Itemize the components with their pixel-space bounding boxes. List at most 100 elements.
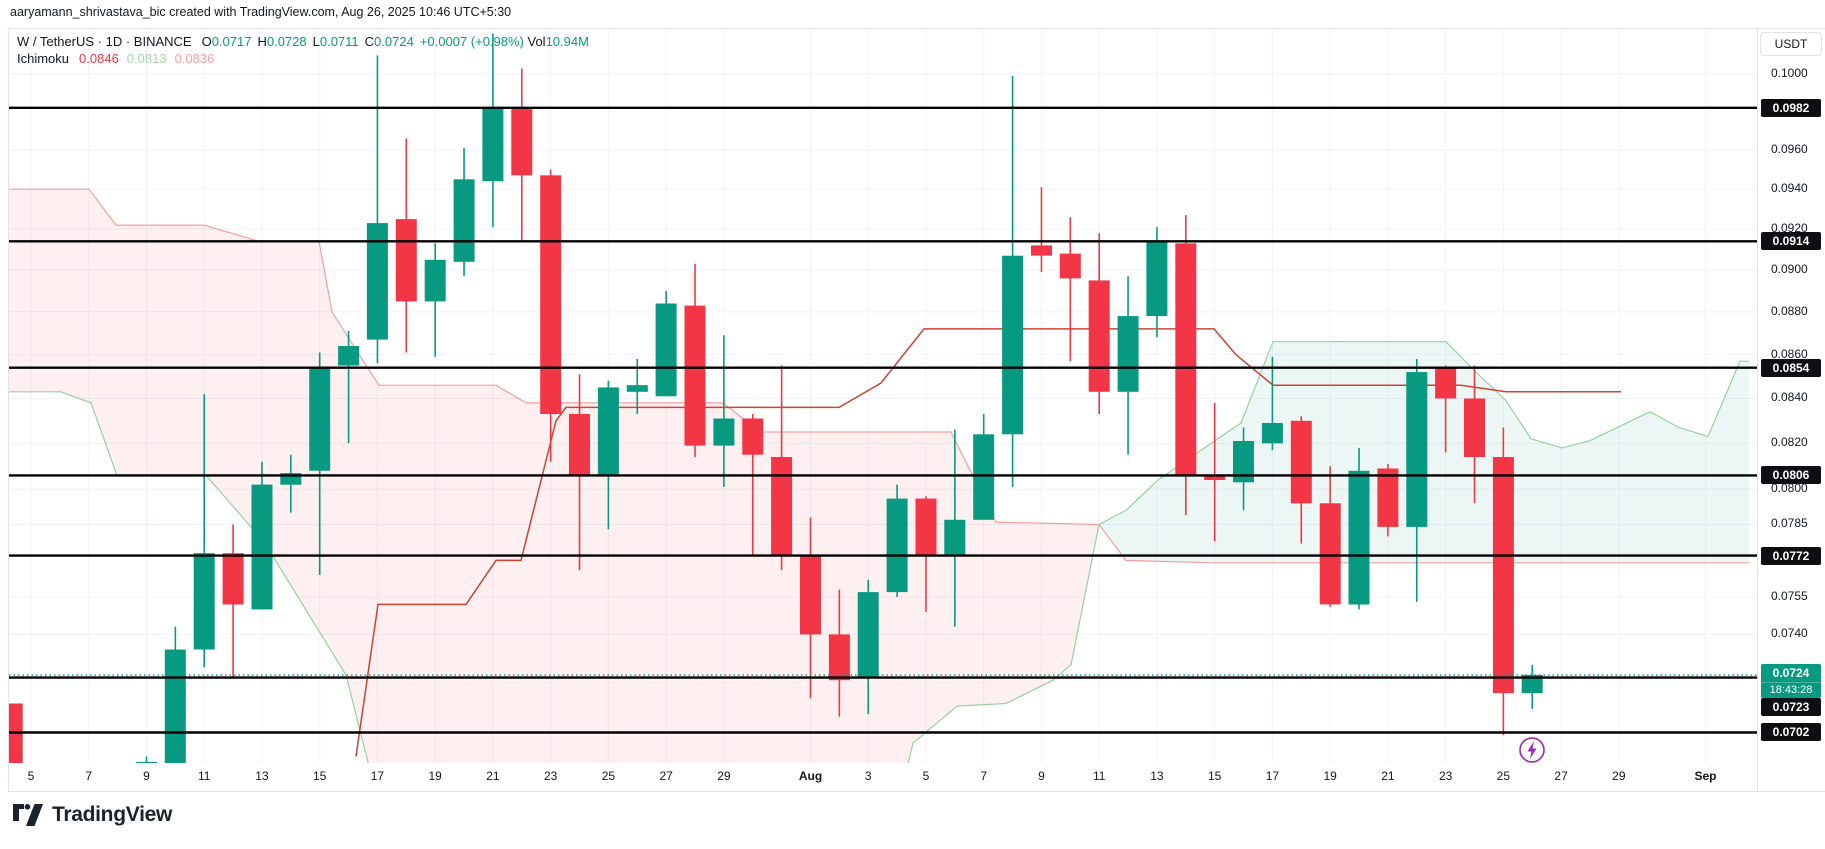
price-level-badge: 0.0806: [1761, 466, 1821, 485]
candle-body: [1492, 457, 1514, 694]
candle-body: [136, 761, 157, 763]
price-axis-label: 0.0740: [1771, 626, 1808, 641]
candle-body: [1088, 280, 1110, 392]
time-axis-label[interactable]: 15: [1207, 769, 1222, 783]
price-axis-label: 0.0800: [1771, 481, 1808, 496]
candle-body: [1059, 253, 1081, 279]
candle-body: [1175, 243, 1197, 476]
time-axis-label[interactable]: 29: [1612, 769, 1626, 783]
candle-body: [771, 457, 793, 556]
ohlc-field-value: 0.0724: [374, 34, 414, 49]
candle-body: [540, 175, 562, 414]
time-axis-label[interactable]: 17: [1265, 769, 1280, 783]
time-axis-label[interactable]: 25: [1496, 769, 1511, 783]
price-axis-label: 0.0755: [1771, 589, 1808, 603]
candle-body: [915, 498, 937, 556]
time-axis-label[interactable]: 23: [1438, 769, 1453, 783]
candle-body: [1406, 372, 1428, 527]
candle-body: [366, 223, 388, 340]
price-level-badge: 0.0854: [1761, 358, 1821, 377]
candle-body: [655, 303, 677, 397]
currency-toggle-button[interactable]: USDT: [1760, 32, 1822, 56]
tradingview-logo[interactable]: TradingView: [13, 803, 172, 827]
candle-body: [280, 473, 302, 485]
candle-body: [1117, 316, 1139, 392]
time-axis-label[interactable]: Aug: [798, 769, 823, 783]
time-axis-label[interactable]: Sep: [1694, 769, 1717, 783]
price-level-badge: 0.0772: [1761, 546, 1821, 565]
ohlc-field-value: 0.0717: [211, 34, 252, 49]
time-axis-label[interactable]: 3: [864, 769, 872, 783]
price-axis-label: 0.0840: [1771, 390, 1808, 405]
symbol-row[interactable]: W / TetherUS · 1D · BINANCE O0.0717 H0.072…: [17, 33, 589, 50]
candle-body: [338, 346, 360, 366]
candle-body: [1521, 675, 1543, 694]
indicator-values: 0.0846 0.0813 0.0836: [79, 51, 222, 66]
candle-body: [1002, 255, 1024, 435]
price-axis-label: 0.0785: [1771, 516, 1808, 531]
time-axis-label[interactable]: 5: [27, 769, 35, 783]
time-axis-label[interactable]: 29: [717, 769, 731, 783]
time-axis-label[interactable]: 17: [370, 769, 385, 783]
price-axis-label: 0.0900: [1771, 262, 1808, 277]
ohlc-field-label: H: [257, 34, 267, 49]
time-axis-label[interactable]: 19: [428, 769, 442, 783]
price-level-badge: 0.0702: [1761, 723, 1821, 742]
candle-body: [164, 649, 186, 763]
candle-body: [1146, 241, 1168, 317]
current-price-badge: 0.0724 18:43:28: [1761, 664, 1821, 699]
time-axis-label[interactable]: 9: [1038, 769, 1045, 783]
symbol-title[interactable]: W / TetherUS · 1D · BINANCE: [17, 34, 192, 49]
price-axis-label: 0.0960: [1771, 141, 1808, 156]
time-axis-label[interactable]: 23: [543, 769, 558, 783]
candle-body: [828, 634, 850, 681]
attribution-text: aaryamann_shrivastava_bic created with T…: [10, 5, 512, 19]
price-axis[interactable]: USDT 0.0724 18:43:28 0.1000 0.0960 0.0940 0…: [1759, 29, 1825, 791]
candle-body: [251, 484, 273, 610]
time-axis-label[interactable]: 11: [1092, 769, 1106, 783]
chart-legend: W / TetherUS · 1D · BINANCE O0.0717 H0.072…: [17, 33, 589, 67]
ichimoku-value: 0.0836: [174, 51, 215, 66]
candle-body: [1319, 503, 1341, 605]
time-axis[interactable]: 5 7 9 11 13 15 17 19 21 23 25 27 29 Aug 3 5 7 9 11 13 15 17 19…: [9, 763, 1757, 791]
time-axis-label[interactable]: 13: [255, 769, 269, 783]
time-axis-label[interactable]: 21: [486, 769, 500, 783]
volume-value: 10.94M: [545, 34, 589, 49]
time-axis-label[interactable]: 11: [197, 769, 211, 783]
candle-body: [193, 553, 215, 650]
price-level-badge: 0.0914: [1761, 232, 1821, 251]
candle-body: [511, 107, 533, 176]
lightning-bolt-glyph: [1527, 741, 1537, 759]
kijun-line: [355, 328, 1621, 757]
candle-body: [395, 219, 417, 302]
time-axis-label[interactable]: 13: [1150, 769, 1164, 783]
tradingview-logo-text: TradingView: [52, 803, 173, 826]
ohlc-field-value: 0.0728: [266, 34, 307, 49]
time-axis-label[interactable]: 15: [313, 769, 327, 783]
bar-countdown-timer: 18:43:28: [1761, 682, 1821, 698]
candle-body: [857, 592, 879, 678]
candlestick-plot[interactable]: [9, 29, 1757, 763]
time-axis-label[interactable]: 19: [1323, 769, 1337, 783]
ichimoku-value: 0.0813: [126, 51, 167, 66]
price-axis-label: 0.0940: [1771, 181, 1808, 196]
time-axis-label[interactable]: 7: [980, 769, 988, 783]
candle-body: [1031, 245, 1052, 256]
time-axis-label[interactable]: 7: [85, 769, 93, 783]
price-axis-label: 0.0820: [1771, 435, 1808, 450]
time-axis-label[interactable]: 27: [1554, 769, 1568, 783]
price-axis-separator: [1757, 29, 1758, 791]
indicator-row[interactable]: Ichimoku 0.0846 0.0813 0.0836: [17, 50, 589, 67]
indicator-label[interactable]: Ichimoku: [17, 51, 70, 66]
price-axis-label: 0.0880: [1771, 303, 1808, 318]
price-axis-label: 0.1000: [1771, 66, 1808, 80]
candle-body: [309, 367, 331, 471]
chart-pane[interactable]: W / TetherUS · 1D · BINANCE O0.0717 H0.072…: [8, 28, 1825, 792]
time-axis-label[interactable]: 21: [1381, 769, 1395, 783]
time-axis-label[interactable]: 5: [922, 769, 930, 783]
time-axis-label[interactable]: 25: [601, 769, 616, 783]
time-axis-label[interactable]: 27: [659, 769, 673, 783]
time-axis-label[interactable]: 9: [143, 769, 150, 783]
candle-body: [424, 259, 446, 302]
candle-body: [742, 418, 764, 455]
